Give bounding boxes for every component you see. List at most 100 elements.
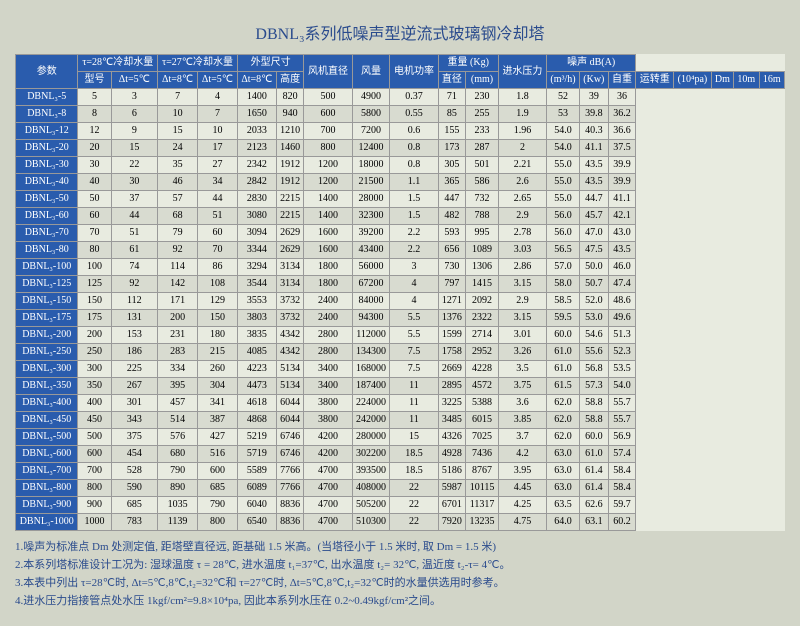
data-cell: 187400	[352, 378, 390, 395]
data-cell: 168000	[352, 361, 390, 378]
data-cell: 1460	[276, 140, 304, 157]
data-cell: 5	[78, 89, 111, 106]
data-cell: 50.0	[579, 259, 608, 276]
data-cell: 56000	[352, 259, 390, 276]
data-cell: 5589	[237, 463, 276, 480]
data-cell: 36.6	[608, 123, 636, 140]
data-cell: 175	[78, 310, 111, 327]
data-cell: 3.26	[498, 344, 546, 361]
data-cell: 4618	[237, 395, 276, 412]
data-cell: 18.5	[390, 463, 438, 480]
data-cell: 57.3	[579, 378, 608, 395]
data-cell: 60.0	[546, 327, 579, 344]
data-cell: 3.85	[498, 412, 546, 429]
data-cell: 39.9	[608, 157, 636, 174]
data-cell: 36.2	[608, 106, 636, 123]
model-cell: DBNL₃-400	[16, 395, 78, 412]
data-cell: 387	[198, 412, 238, 429]
data-cell: 5719	[237, 446, 276, 463]
data-cell: 4200	[304, 446, 352, 463]
data-cell: 63.0	[546, 463, 579, 480]
data-cell: 6040	[237, 497, 276, 514]
data-cell: 3803	[237, 310, 276, 327]
model-cell: DBNL₃-100	[16, 259, 78, 276]
data-cell: 86	[198, 259, 238, 276]
data-cell: 0.8	[390, 157, 438, 174]
data-cell: 64.0	[546, 514, 579, 531]
data-cell: 3485	[438, 412, 466, 429]
data-cell: 54.0	[546, 123, 579, 140]
data-cell: 5134	[276, 378, 304, 395]
data-cell: 55.7	[608, 412, 636, 429]
data-cell: 2.21	[498, 157, 546, 174]
data-cell: 2092	[466, 293, 499, 310]
data-cell: 890	[158, 480, 198, 497]
data-cell: 3.7	[498, 429, 546, 446]
data-cell: 60.2	[608, 514, 636, 531]
data-cell: 53.0	[579, 310, 608, 327]
data-cell: 58.4	[608, 480, 636, 497]
data-cell: 250	[78, 344, 111, 361]
data-cell: 215	[198, 344, 238, 361]
data-cell: 255	[466, 106, 499, 123]
data-cell: 2.78	[498, 225, 546, 242]
data-cell: 3800	[304, 412, 352, 429]
data-cell: 3732	[276, 310, 304, 327]
data-cell: 3.03	[498, 242, 546, 259]
data-cell: 112	[111, 293, 158, 310]
data-cell: 63.1	[579, 514, 608, 531]
data-cell: 41.1	[608, 191, 636, 208]
data-cell: 305	[438, 157, 466, 174]
data-cell: 200	[78, 327, 111, 344]
data-cell: 393500	[352, 463, 390, 480]
data-cell: 900	[78, 497, 111, 514]
data-cell: 334	[158, 361, 198, 378]
col-header: 重量 (Kg)	[438, 55, 498, 72]
data-cell: 7436	[466, 446, 499, 463]
footnote-line: 1.噪声为标准点 Dm 处测定值, 距塔壁直径远, 距基础 1.5 米高。(当塔…	[15, 539, 785, 555]
data-cell: 155	[438, 123, 466, 140]
data-cell: 600	[304, 106, 352, 123]
data-cell: 280000	[352, 429, 390, 446]
data-cell: 32300	[352, 208, 390, 225]
model-cell: DBNL₃-40	[16, 174, 78, 191]
data-cell: 15	[390, 429, 438, 446]
data-cell: 4700	[304, 497, 352, 514]
data-cell: 15	[158, 123, 198, 140]
data-cell: 1.1	[390, 174, 438, 191]
data-cell: 5388	[466, 395, 499, 412]
data-cell: 53	[546, 106, 579, 123]
data-cell: 92	[158, 242, 198, 259]
model-cell: DBNL₃-600	[16, 446, 78, 463]
data-cell: 28000	[352, 191, 390, 208]
col-subheader: (Kw)	[579, 72, 608, 89]
data-cell: 593	[438, 225, 466, 242]
col-header: 参数	[16, 55, 78, 89]
data-cell: 58.8	[579, 412, 608, 429]
data-cell: 5134	[276, 361, 304, 378]
col-header: 风机直径	[304, 55, 352, 89]
data-cell: 57.4	[608, 446, 636, 463]
data-cell: 1089	[466, 242, 499, 259]
data-cell: 3835	[237, 327, 276, 344]
data-cell: 55.6	[579, 344, 608, 361]
data-cell: 395	[158, 378, 198, 395]
data-cell: 1415	[466, 276, 499, 293]
data-cell: 7200	[352, 123, 390, 140]
data-cell: 3400	[304, 361, 352, 378]
data-cell: 40.3	[579, 123, 608, 140]
model-cell: DBNL₃-900	[16, 497, 78, 514]
col-header: τ=27℃冷却水量	[158, 55, 238, 72]
model-cell: DBNL₃-1000	[16, 514, 78, 531]
data-cell: 55.0	[546, 157, 579, 174]
data-cell: 2	[498, 140, 546, 157]
data-cell: 58.5	[546, 293, 579, 310]
data-cell: 55.7	[608, 395, 636, 412]
data-cell: 150	[198, 310, 238, 327]
data-cell: 12	[78, 123, 111, 140]
data-cell: 5800	[352, 106, 390, 123]
data-cell: 45.7	[579, 208, 608, 225]
data-cell: 1.5	[390, 191, 438, 208]
data-cell: 4085	[237, 344, 276, 361]
data-cell: 63.0	[546, 480, 579, 497]
